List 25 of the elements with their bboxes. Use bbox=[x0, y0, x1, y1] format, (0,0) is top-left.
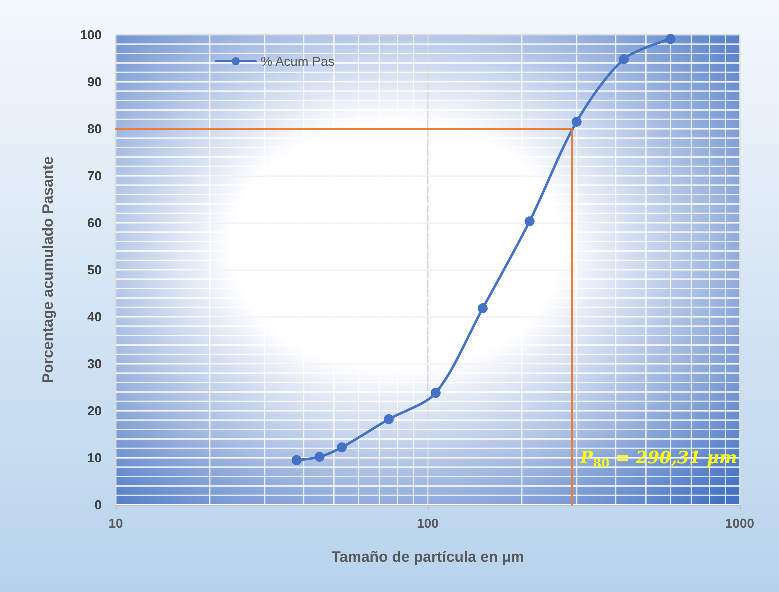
point bbox=[336, 442, 347, 453]
y-tick-label: 90 bbox=[88, 74, 102, 90]
point bbox=[384, 414, 394, 424]
point bbox=[430, 388, 441, 398]
x-tick-label: 100 bbox=[417, 516, 439, 531]
y-tick-label: 80 bbox=[88, 122, 102, 136]
y-tick-label: 20 bbox=[88, 404, 102, 418]
y-axis-title: Porcentage acumulado Pasante bbox=[40, 156, 57, 384]
y-tick-label: 0 bbox=[94, 498, 102, 512]
point bbox=[666, 34, 676, 44]
y-tick-label: 70 bbox=[88, 168, 102, 184]
y-tick-label: 10 bbox=[88, 450, 102, 466]
point bbox=[619, 54, 630, 64]
y-tick-label: 60 bbox=[88, 216, 102, 230]
y-tick-label: 50 bbox=[88, 262, 102, 278]
y-tick-label: 30 bbox=[88, 356, 102, 372]
y-tick-label: 100 bbox=[80, 28, 102, 42]
x-axis-title: Tamaño de partícula en µm bbox=[332, 549, 524, 566]
legend-label: % Acum Pas bbox=[261, 54, 336, 69]
x-tick-label: 1000 bbox=[726, 516, 754, 531]
point bbox=[572, 116, 582, 127]
point bbox=[524, 216, 535, 227]
x-tick-label: 10 bbox=[108, 516, 124, 531]
y-tick-label: 40 bbox=[88, 310, 102, 324]
point bbox=[478, 304, 488, 314]
